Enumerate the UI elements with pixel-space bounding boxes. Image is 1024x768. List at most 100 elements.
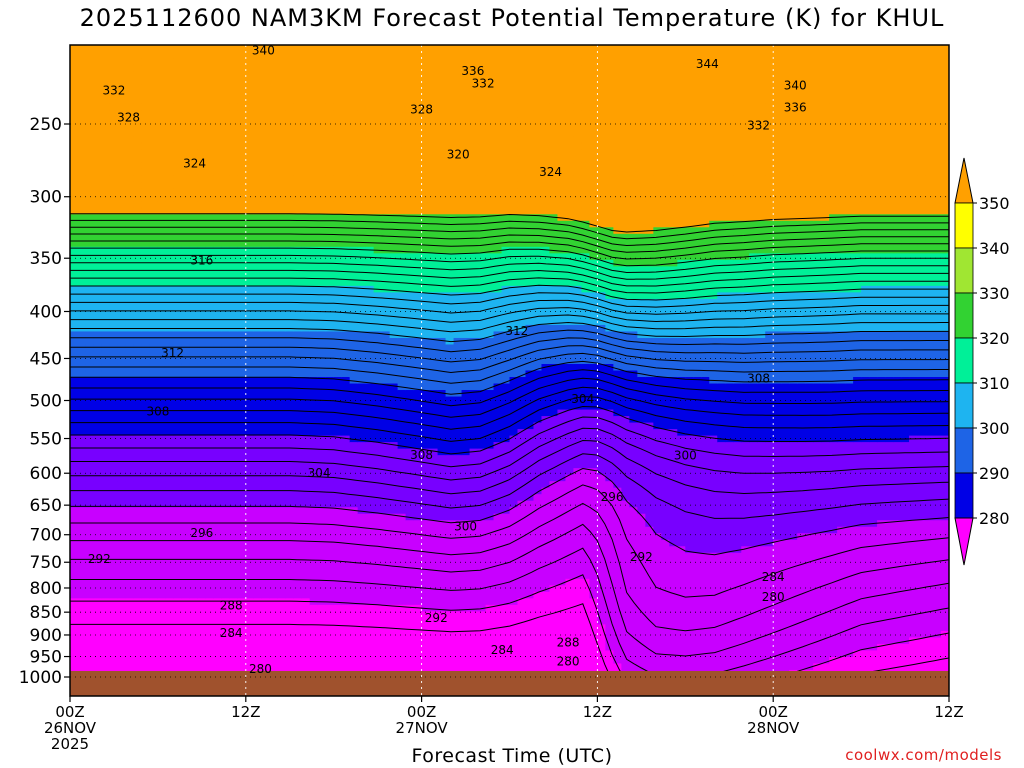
field-cell [85, 51, 95, 59]
field-cell [245, 162, 255, 170]
field-cell [261, 246, 271, 254]
field-cell [413, 77, 423, 85]
field-cell [325, 461, 335, 469]
field-cell [229, 168, 239, 176]
field-cell [325, 58, 335, 66]
field-cell [261, 656, 271, 665]
field-cell [70, 403, 79, 411]
field-cell [325, 500, 335, 508]
field-cell [445, 591, 455, 599]
field-cell [309, 266, 319, 274]
field-cell [85, 455, 95, 463]
field-cell [333, 435, 343, 443]
field-cell [397, 272, 407, 280]
field-cell [229, 637, 239, 645]
field-cell [309, 507, 319, 515]
field-cell [125, 481, 135, 489]
field-cell [285, 598, 295, 606]
field-cell [165, 155, 175, 163]
field-cell [189, 461, 199, 469]
field-cell [205, 97, 215, 105]
field-cell [365, 363, 375, 372]
field-cell [325, 507, 335, 515]
field-cell [70, 110, 79, 118]
field-cell [445, 500, 455, 508]
field-cell [221, 136, 231, 144]
field-cell [349, 552, 359, 560]
field-cell [189, 292, 199, 300]
field-cell [70, 429, 79, 437]
field-cell [429, 429, 439, 437]
field-cell [245, 487, 255, 495]
field-cell [293, 90, 303, 98]
field-cell [261, 214, 271, 222]
field-cell [453, 233, 463, 241]
field-cell [133, 591, 143, 599]
field-cell [213, 337, 223, 346]
field-cell [93, 487, 103, 495]
field-cell [309, 77, 319, 85]
field-cell [213, 591, 223, 599]
field-cell [221, 630, 231, 639]
field-cell [149, 604, 159, 612]
field-cell [205, 487, 215, 495]
field-cell [453, 442, 463, 450]
field-cell [421, 110, 431, 118]
field-cell [389, 207, 399, 215]
field-cell [157, 331, 167, 339]
field-cell [125, 194, 135, 202]
field-cell [301, 155, 311, 163]
field-cell [453, 461, 463, 469]
field-cell [237, 468, 247, 476]
field-cell [301, 481, 311, 489]
potential-temperature-fill [70, 45, 949, 696]
field-cell [237, 572, 247, 580]
field-cell [269, 311, 279, 320]
field-cell [189, 455, 199, 463]
field-cell [133, 630, 143, 639]
field-cell [277, 624, 287, 632]
field-cell [133, 572, 143, 580]
field-cell [70, 656, 79, 665]
field-cell [173, 370, 183, 378]
field-cell [405, 533, 415, 541]
field-cell [141, 604, 151, 612]
field-cell [349, 246, 359, 254]
field-cell [117, 370, 127, 378]
field-cell [413, 318, 423, 326]
field-cell [253, 58, 263, 66]
field-cell [221, 624, 231, 632]
field-cell [301, 448, 311, 456]
field-cell [85, 383, 95, 391]
field-cell [229, 468, 239, 476]
field-cell [277, 77, 287, 85]
field-cell [277, 630, 287, 639]
field-cell [317, 279, 327, 287]
field-cell [109, 656, 119, 665]
field-cell [189, 643, 199, 652]
field-cell [189, 253, 199, 261]
field-cell [205, 214, 215, 222]
field-cell [381, 468, 391, 476]
field-cell [405, 552, 415, 560]
field-cell [70, 142, 79, 150]
field-cell [117, 207, 127, 215]
field-cell [429, 565, 439, 573]
field-cell [197, 253, 207, 261]
field-cell [117, 390, 127, 398]
field-cell [277, 643, 287, 652]
field-cell [77, 663, 87, 671]
field-cell [205, 559, 215, 567]
field-cell [333, 305, 343, 313]
field-cell [405, 474, 415, 482]
field-cell [453, 650, 463, 658]
field-cell [285, 565, 295, 573]
field-cell [149, 494, 159, 502]
field-cell [141, 552, 151, 560]
field-cell [189, 604, 199, 612]
field-cell [213, 487, 223, 495]
field-cell [357, 526, 367, 534]
field-cell [429, 279, 439, 287]
field-cell [285, 363, 295, 372]
field-cell [397, 318, 407, 326]
